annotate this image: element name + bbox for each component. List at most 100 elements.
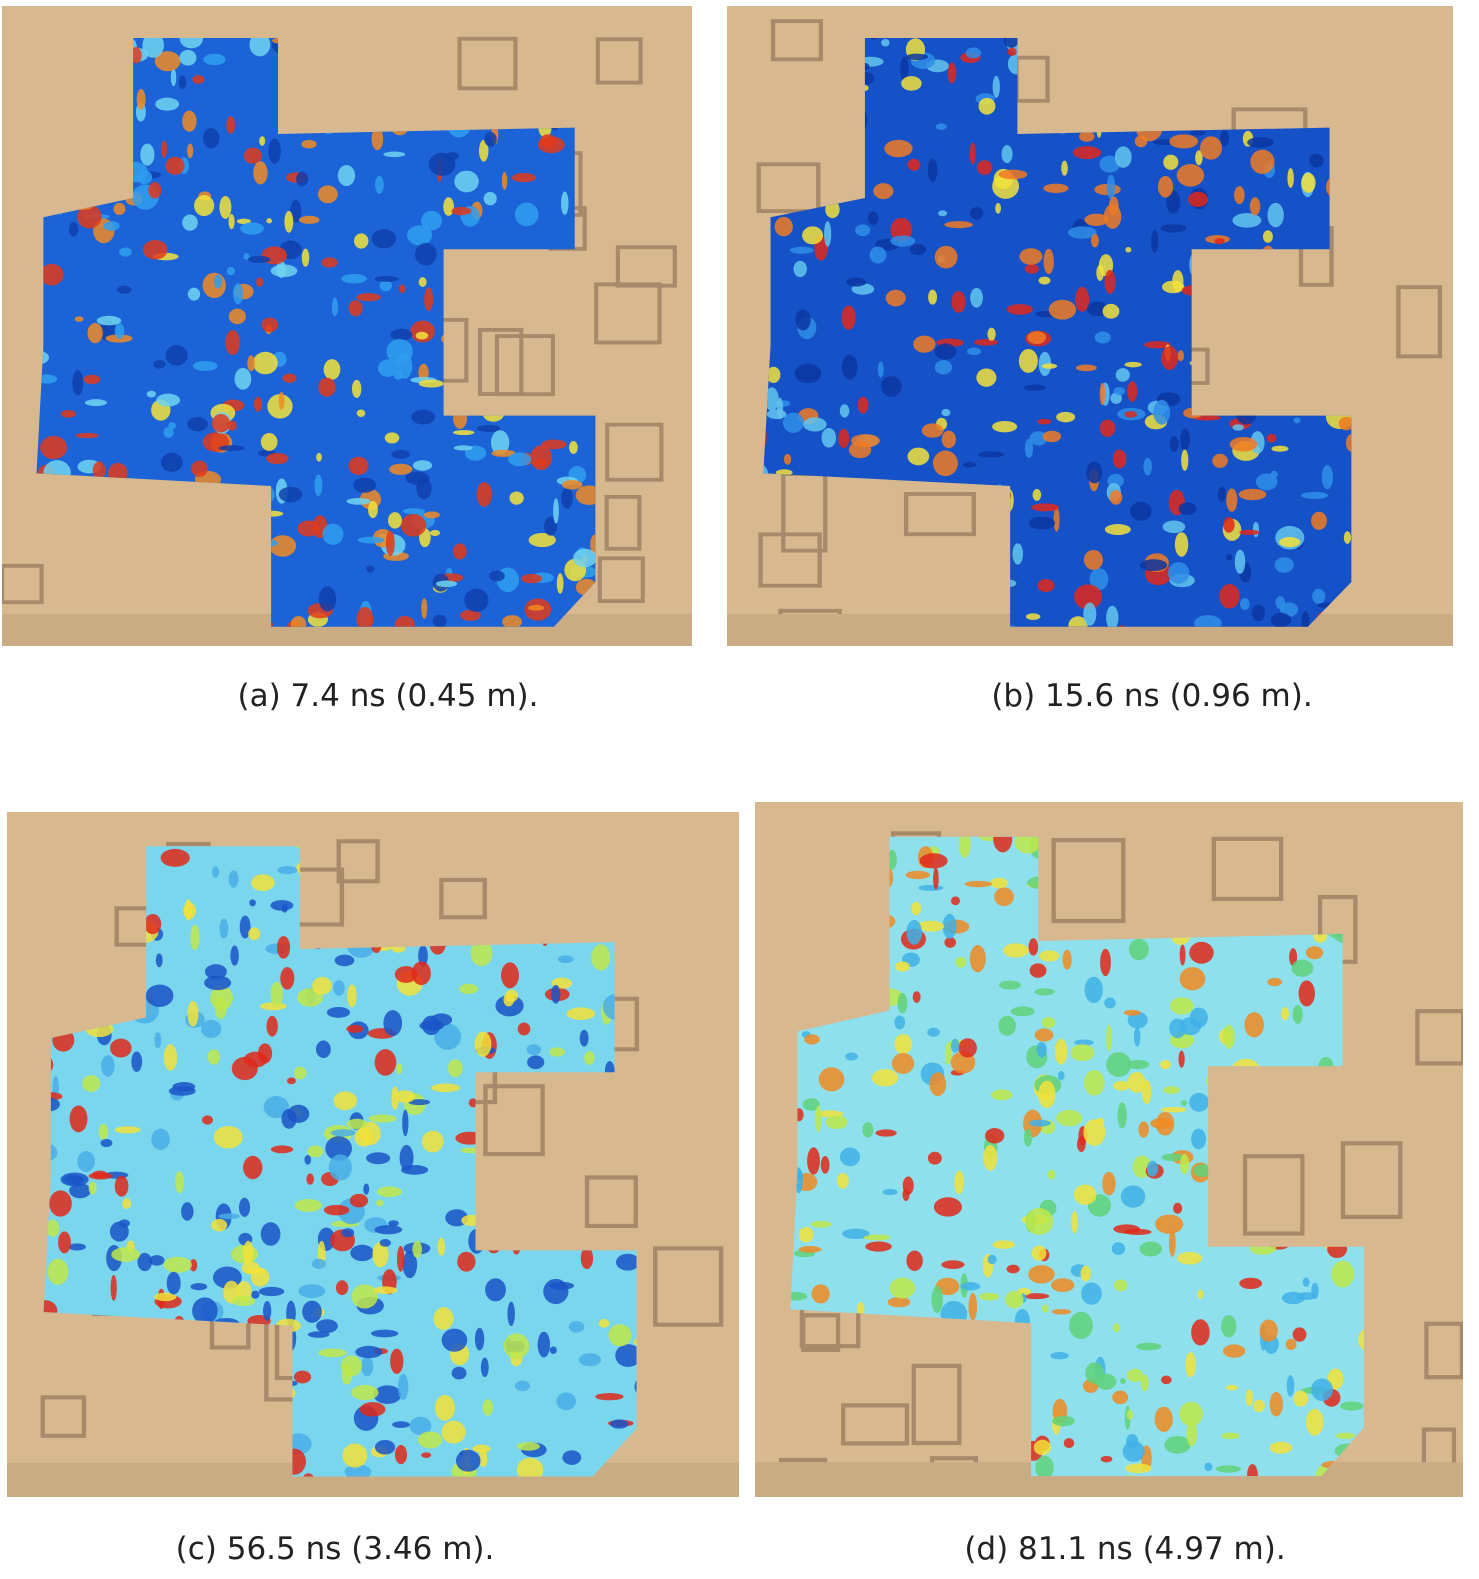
anomaly xyxy=(179,38,204,49)
anomaly xyxy=(1291,959,1314,977)
anomaly xyxy=(514,1380,531,1392)
anomaly xyxy=(1301,610,1310,627)
anomaly xyxy=(282,373,297,383)
anomaly xyxy=(226,266,236,276)
anomaly xyxy=(978,97,996,115)
anomaly xyxy=(394,966,418,983)
anomaly xyxy=(190,1283,208,1291)
anomaly xyxy=(865,1241,892,1252)
anomaly xyxy=(764,387,779,412)
anomaly xyxy=(234,367,252,390)
anomaly xyxy=(1086,461,1103,484)
anomaly xyxy=(60,409,76,418)
anomaly xyxy=(1117,1102,1127,1129)
anomaly xyxy=(1311,1378,1334,1401)
anomaly xyxy=(973,338,998,346)
anomaly xyxy=(1103,204,1122,229)
anomaly xyxy=(1075,286,1090,312)
anomaly xyxy=(376,1199,384,1207)
anomaly xyxy=(1154,1406,1173,1432)
anomaly xyxy=(1124,361,1142,368)
anomaly xyxy=(192,1297,218,1325)
anomaly xyxy=(954,1170,964,1195)
anomaly xyxy=(166,1271,181,1295)
anomaly xyxy=(947,62,957,84)
anomaly xyxy=(490,430,510,455)
anomaly xyxy=(906,53,928,61)
anomaly xyxy=(1144,341,1171,349)
anomaly xyxy=(579,1029,589,1047)
anomaly xyxy=(507,1301,515,1327)
anomaly xyxy=(556,1392,576,1411)
anomaly xyxy=(941,430,956,449)
anomaly xyxy=(1104,269,1116,295)
anomaly xyxy=(1252,521,1260,538)
anomaly xyxy=(1124,411,1138,418)
anomaly xyxy=(934,360,953,375)
anomaly xyxy=(907,447,930,466)
anomaly xyxy=(1305,1408,1324,1436)
anomaly xyxy=(990,877,1008,889)
anomaly xyxy=(1086,301,1108,317)
anomaly xyxy=(1094,331,1111,344)
anomaly xyxy=(1155,1214,1184,1234)
anomaly xyxy=(379,280,393,292)
anomaly xyxy=(985,1128,1005,1144)
anomaly xyxy=(1239,1277,1263,1290)
anomaly xyxy=(1200,136,1223,160)
anomaly xyxy=(1051,1278,1075,1292)
anomaly xyxy=(428,152,456,176)
anomaly xyxy=(153,359,166,369)
anomaly xyxy=(1104,524,1131,536)
anomaly xyxy=(1269,1391,1283,1417)
anomaly xyxy=(1219,583,1240,609)
anomaly xyxy=(326,1006,351,1018)
anomaly xyxy=(453,429,475,436)
anomaly xyxy=(1186,1421,1198,1447)
anomaly xyxy=(341,1228,355,1238)
anomaly xyxy=(968,1292,978,1321)
anomaly xyxy=(992,1240,1015,1249)
anomaly xyxy=(1176,164,1205,187)
anomaly xyxy=(846,277,867,287)
anomaly xyxy=(960,1282,981,1291)
anomaly xyxy=(527,1055,545,1070)
anomaly xyxy=(1038,1080,1056,1109)
anomaly xyxy=(1037,418,1052,425)
anomaly xyxy=(1181,1099,1188,1107)
anomaly xyxy=(77,204,102,229)
anomaly xyxy=(1084,213,1109,227)
anomaly xyxy=(1024,263,1039,274)
anomaly xyxy=(1292,1327,1307,1342)
anomaly xyxy=(1113,1080,1130,1091)
anomaly xyxy=(1112,449,1127,469)
anomaly xyxy=(541,439,567,450)
anomaly xyxy=(1181,449,1189,471)
anomaly xyxy=(1226,488,1238,512)
anomaly xyxy=(280,966,295,990)
building xyxy=(801,1313,841,1352)
anomaly xyxy=(344,1464,372,1477)
anomaly xyxy=(517,1022,531,1036)
anomaly xyxy=(1027,331,1047,345)
anomaly xyxy=(111,1247,141,1262)
anomaly xyxy=(1214,237,1225,245)
anomaly xyxy=(1238,488,1267,501)
anomaly xyxy=(1083,1070,1105,1096)
anomaly xyxy=(251,1290,260,1299)
anomaly xyxy=(239,1197,251,1217)
anomaly xyxy=(1249,197,1261,216)
anomaly xyxy=(1305,946,1324,960)
anomaly xyxy=(243,1240,254,1265)
anomaly xyxy=(514,202,539,227)
anomaly xyxy=(49,1190,72,1217)
anomaly xyxy=(1160,224,1187,233)
anomaly xyxy=(802,226,824,245)
anomaly xyxy=(213,1125,243,1149)
anomaly xyxy=(951,290,966,313)
anomaly xyxy=(532,459,549,467)
anomaly xyxy=(307,1331,330,1338)
anomaly xyxy=(1113,386,1126,396)
building xyxy=(615,245,677,288)
anomaly xyxy=(818,1067,845,1092)
